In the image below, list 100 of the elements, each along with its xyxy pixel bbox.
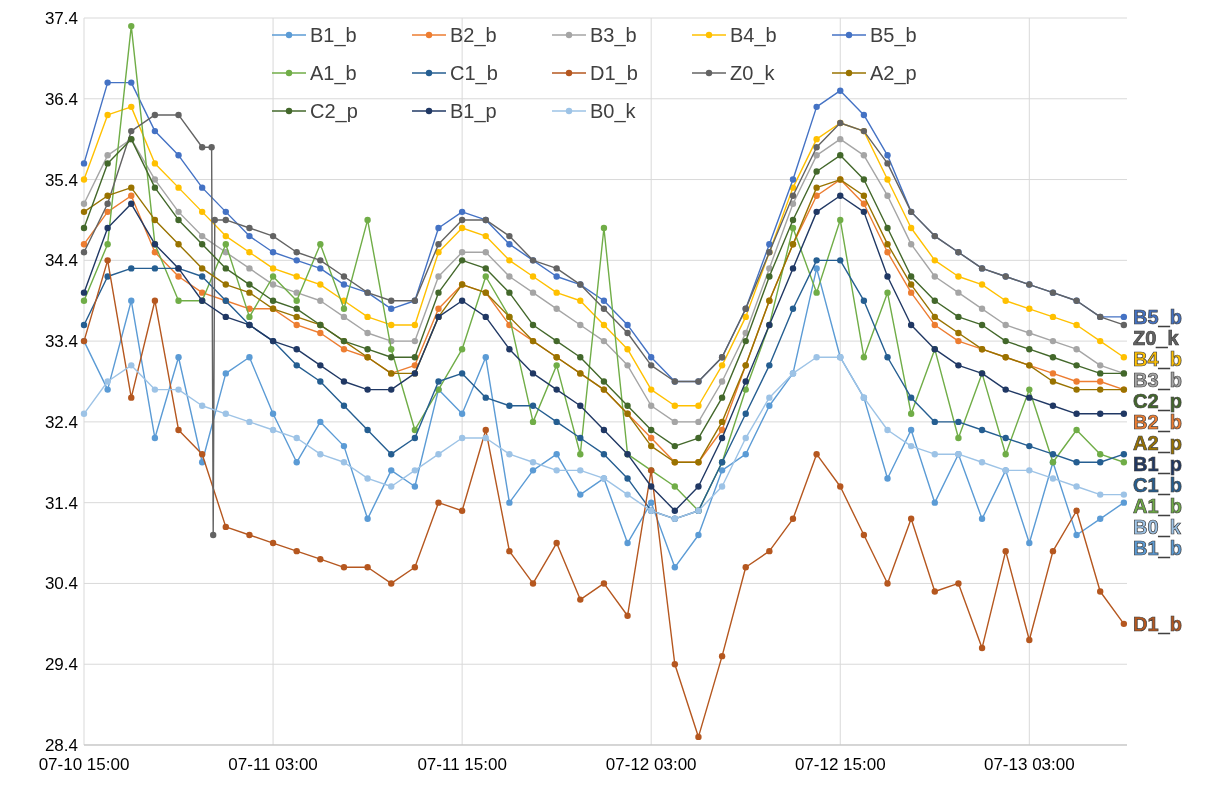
text: A2_p <box>1133 431 1182 454</box>
point <box>553 273 560 280</box>
point <box>1026 539 1033 547</box>
point <box>80 289 88 296</box>
point <box>624 612 631 619</box>
point <box>411 483 419 490</box>
point <box>246 354 253 361</box>
point <box>482 232 489 240</box>
point <box>695 483 702 490</box>
point <box>1120 491 1128 498</box>
point <box>553 337 560 345</box>
point <box>624 539 631 547</box>
point <box>766 402 773 409</box>
point <box>506 289 513 296</box>
point <box>364 216 371 224</box>
point <box>80 321 88 329</box>
point <box>388 386 395 393</box>
point <box>175 111 182 119</box>
point <box>1049 337 1057 345</box>
point <box>529 467 537 474</box>
point <box>955 434 962 442</box>
point <box>151 111 159 119</box>
point <box>1097 337 1104 345</box>
point <box>175 273 182 280</box>
point <box>482 313 489 321</box>
text: B3_b <box>1133 368 1182 391</box>
point <box>482 426 489 434</box>
point <box>1026 442 1033 450</box>
point <box>175 240 182 248</box>
point <box>529 289 537 296</box>
point <box>458 370 466 377</box>
text: B5_b <box>1133 305 1182 328</box>
point <box>695 733 702 741</box>
point <box>671 507 679 514</box>
point <box>80 240 88 248</box>
point <box>435 499 442 506</box>
legend-label: B1_b <box>310 24 357 47</box>
point <box>860 152 868 159</box>
point <box>1026 636 1033 644</box>
legend-label: B0_k <box>590 100 637 123</box>
y-tick-label: 35.4 <box>44 170 78 190</box>
point <box>1002 337 1009 345</box>
point <box>128 192 135 199</box>
point <box>978 305 986 312</box>
point <box>104 79 111 86</box>
point <box>128 394 135 401</box>
legend-label: C1_b <box>450 62 498 85</box>
point <box>80 224 88 232</box>
point <box>647 442 655 450</box>
point <box>175 386 182 393</box>
point <box>411 564 419 571</box>
point <box>269 265 277 272</box>
point <box>1120 354 1128 361</box>
point <box>104 224 111 232</box>
point <box>529 273 537 280</box>
text: A1_b <box>1133 494 1182 517</box>
point <box>1049 354 1057 361</box>
point <box>222 370 229 377</box>
point <box>860 531 868 539</box>
point <box>1073 321 1080 329</box>
point <box>411 467 419 474</box>
point <box>317 451 324 458</box>
point <box>104 192 111 199</box>
point <box>813 103 820 111</box>
point <box>269 249 277 256</box>
point <box>246 531 253 539</box>
point <box>860 354 868 361</box>
point <box>1026 345 1033 353</box>
point <box>269 281 277 288</box>
point <box>529 580 537 587</box>
point <box>317 556 324 563</box>
point <box>388 354 395 361</box>
point <box>293 257 300 264</box>
point <box>340 313 348 321</box>
point <box>1002 547 1009 555</box>
point <box>789 200 797 207</box>
point <box>1097 378 1104 385</box>
point <box>577 451 584 458</box>
point <box>553 305 560 312</box>
text: B0_k <box>1133 515 1181 538</box>
point <box>458 257 466 264</box>
point <box>104 111 111 119</box>
point <box>104 378 111 385</box>
point <box>482 249 489 256</box>
point <box>222 240 229 248</box>
point <box>198 265 206 272</box>
point <box>80 249 88 256</box>
point <box>931 451 938 458</box>
point <box>766 362 773 369</box>
y-tick-label: 28.4 <box>44 735 78 755</box>
point <box>1120 620 1128 628</box>
point <box>128 22 135 30</box>
point <box>1049 475 1057 482</box>
point <box>907 281 915 288</box>
point <box>766 547 773 555</box>
point <box>364 475 371 482</box>
point <box>907 321 915 329</box>
y-tick-label: 32.4 <box>44 412 78 432</box>
point <box>978 281 986 288</box>
point <box>293 289 300 296</box>
